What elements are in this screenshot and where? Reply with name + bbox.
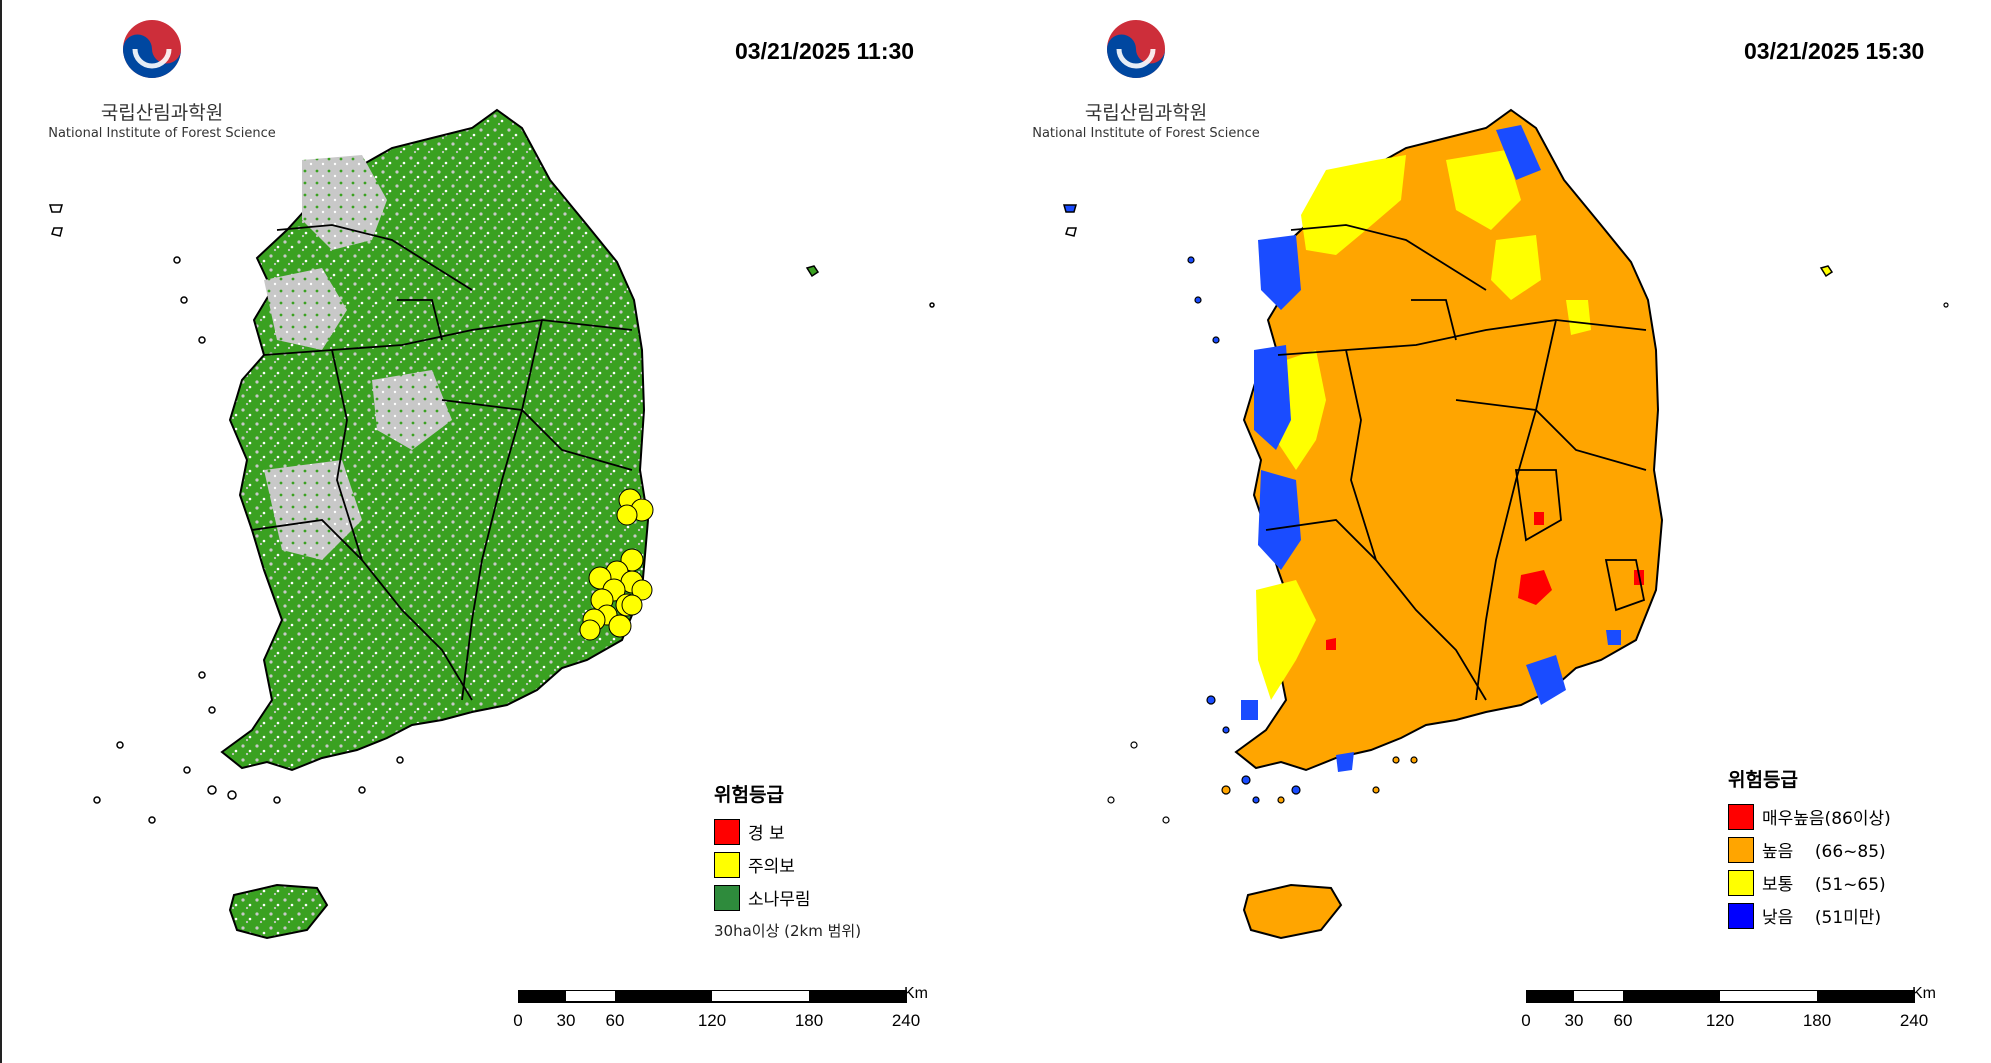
fire-danger-map xyxy=(1063,108,1949,940)
logo-taegeuk-icon xyxy=(1107,20,1165,78)
org-logo: 국립산림과학원 National Institute of Forest Sci… xyxy=(12,18,312,148)
org-name-en: National Institute of Forest Science xyxy=(1032,126,1260,141)
legend-item: 매우높음(86이상) xyxy=(1728,800,1891,833)
org-logo: 국립산림과학원 National Institute of Forest Sci… xyxy=(996,18,1296,148)
jeju-island xyxy=(228,883,329,940)
scale-tick: 180 xyxy=(1802,1011,1832,1030)
legend-title: 위험등급 xyxy=(1728,769,1798,791)
legend-title: 위험등급 xyxy=(714,784,784,806)
legend-swatch xyxy=(714,818,740,845)
advisory-markers xyxy=(579,488,654,641)
scale-tick: 60 xyxy=(605,1011,625,1030)
org-name-en: National Institute of Forest Science xyxy=(48,126,276,141)
timestamp: 03/21/2025 15:30 xyxy=(1744,38,1925,64)
scale-tick: 240 xyxy=(891,1011,921,1030)
legend-label: 주의보 xyxy=(748,857,795,877)
legend-swatch xyxy=(1728,869,1754,896)
legend-swatch xyxy=(1728,803,1754,830)
scale-tick: 240 xyxy=(1899,1011,1929,1030)
jeju-island xyxy=(1242,883,1343,940)
legend-item: 낮음 (51미만) xyxy=(1728,899,1891,932)
org-name-ko: 국립산림과학원 xyxy=(100,102,224,124)
scale-tick: 30 xyxy=(556,1011,576,1030)
legend-item: 주의보 xyxy=(714,848,861,881)
legend-swatch xyxy=(714,884,740,911)
legend-swatch xyxy=(1728,902,1754,929)
scale-tick: 180 xyxy=(794,1011,824,1030)
legend-label: 매우높음(86이상) xyxy=(1762,809,1891,829)
legend-label: 높음 (66~85) xyxy=(1762,842,1886,862)
logo-taegeuk-icon xyxy=(123,20,181,78)
org-name-ko: 국립산림과학원 xyxy=(1084,102,1208,124)
legend-label: 보통 (51~65) xyxy=(1762,875,1886,895)
scale-bar: Km 0 30 60 120 180 240 xyxy=(1521,985,1942,1035)
legend: 위험등급 매우높음(86이상) 높음 (66~85) 보통 (51~65) 낮음… xyxy=(1728,765,1891,932)
scale-bar: Km 0 30 60 120 180 240 xyxy=(513,985,934,1035)
scale-tick: 30 xyxy=(1564,1011,1584,1030)
scale-bar-graphic xyxy=(1526,990,1915,1003)
legend-swatch xyxy=(714,851,740,878)
legend-item: 소나무림 xyxy=(714,881,861,914)
scale-unit: Km xyxy=(904,985,928,1002)
left-map-panel: 국립산림과학원 National Institute of Forest Sci… xyxy=(0,0,935,1063)
scale-tick: 0 xyxy=(513,1011,523,1030)
legend-item: 경 보 xyxy=(714,815,861,848)
scale-bar-graphic xyxy=(518,990,907,1003)
forest-map xyxy=(49,108,935,940)
legend-item: 높음 (66~85) xyxy=(1728,833,1891,866)
right-map-panel: 국립산림과학원 National Institute of Forest Sci… xyxy=(996,0,1991,1063)
legend-swatch xyxy=(1728,836,1754,863)
scale-unit: Km xyxy=(1912,985,1936,1002)
timestamp: 03/21/2025 11:30 xyxy=(735,38,915,64)
korea-mainland xyxy=(220,108,650,772)
scale-tick: 0 xyxy=(1521,1011,1531,1030)
scale-tick: 60 xyxy=(1613,1011,1633,1030)
scale-tick: 120 xyxy=(697,1011,727,1030)
legend-label: 소나무림 xyxy=(748,890,811,910)
scale-tick: 120 xyxy=(1705,1011,1735,1030)
legend-label: 경 보 xyxy=(748,824,785,844)
legend-label: 낮음 (51미만) xyxy=(1762,908,1882,928)
legend-note: 30ha이상 (2km 범위) xyxy=(714,922,862,940)
legend: 위험등급 경 보 주의보 소나무림 30ha이상 (2km 범위) xyxy=(714,780,861,941)
legend-item: 보통 (51~65) xyxy=(1728,866,1891,899)
